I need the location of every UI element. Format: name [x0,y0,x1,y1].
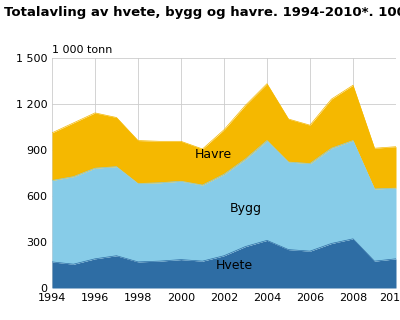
Text: 1 000 tonn: 1 000 tonn [52,45,112,55]
Text: Totalavling av hvete, bygg og havre. 1994-2010*. 1000 tonn: Totalavling av hvete, bygg og havre. 199… [4,6,400,20]
Text: Havre: Havre [195,148,232,161]
Text: Bygg: Bygg [230,202,262,215]
Text: Hvete: Hvete [216,259,253,272]
